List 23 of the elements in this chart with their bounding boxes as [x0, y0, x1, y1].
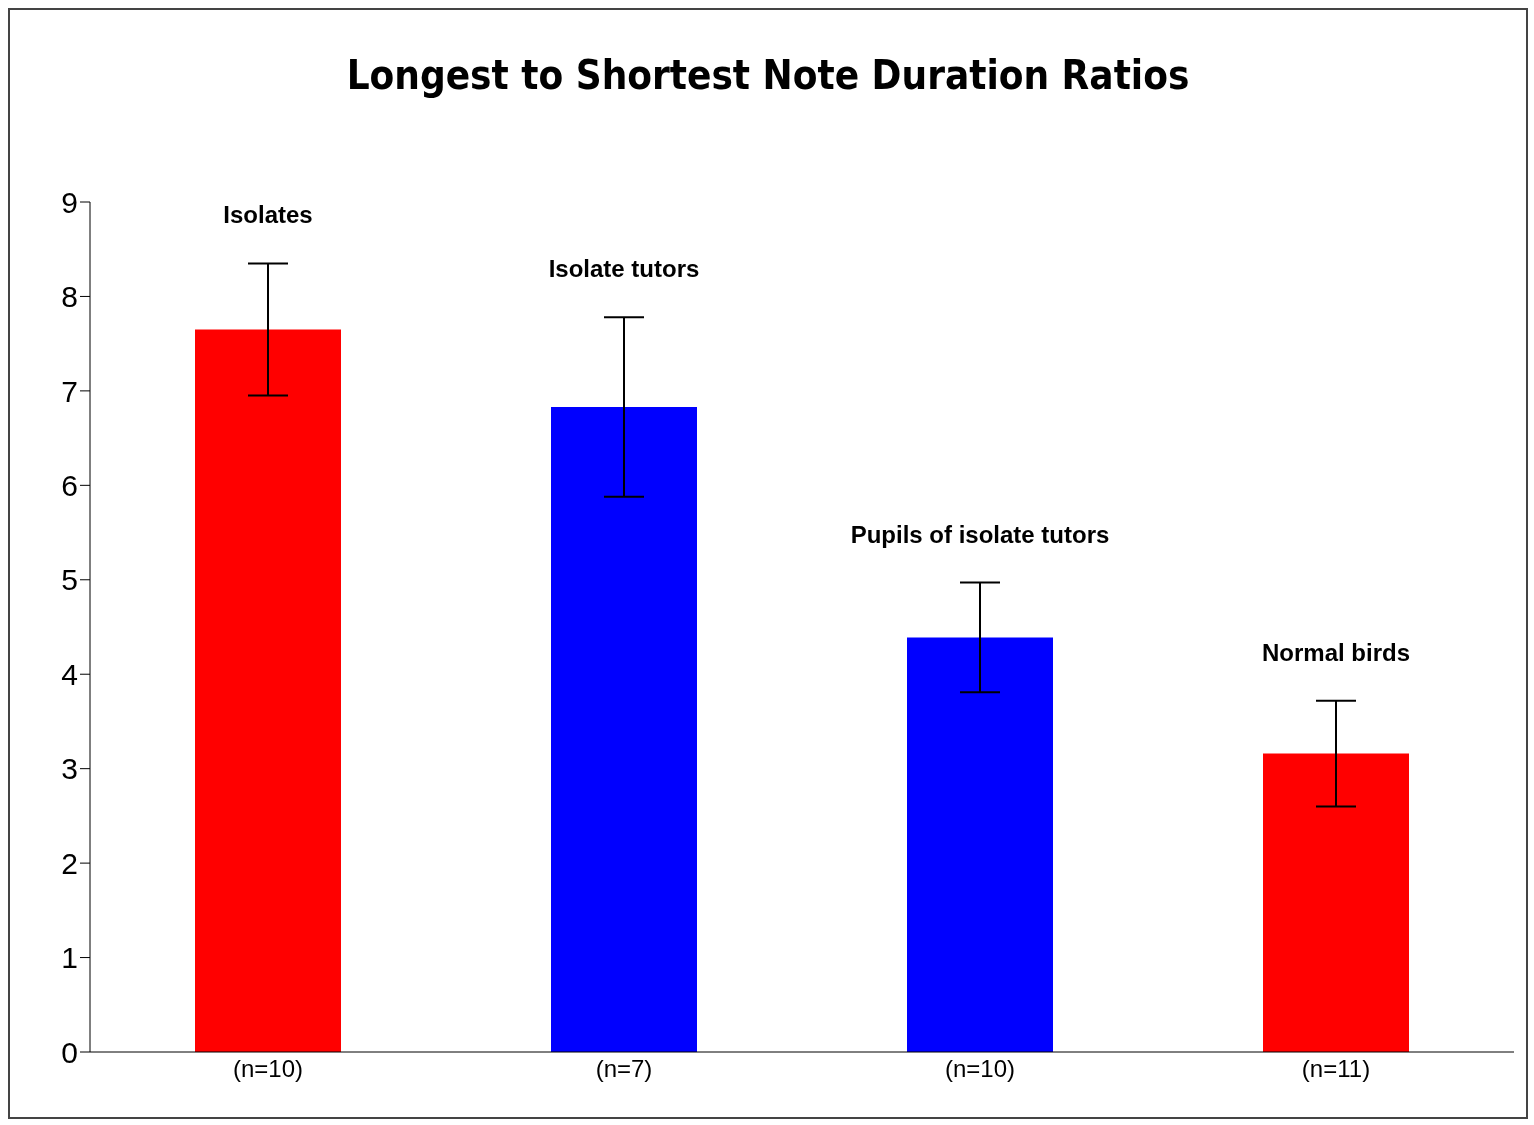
annotation: Normal birds: [1261, 638, 1411, 666]
y-tick-label: 9: [61, 185, 78, 219]
annotation: Pupils of isolate tutors: [850, 520, 1110, 548]
y-tick-label: 8: [61, 280, 78, 314]
y-tick-label: 2: [61, 846, 78, 880]
bar: [907, 637, 1053, 1052]
y-tick-label: 3: [61, 752, 78, 786]
y-tick-label: 4: [61, 657, 78, 691]
y-tick-label: 1: [61, 941, 78, 975]
x-tick-label: (n=11): [1301, 1055, 1371, 1083]
annotation: Isolate tutors: [548, 255, 700, 283]
annotation: Isolates: [223, 201, 313, 229]
x-tick-label: (n=7): [595, 1055, 653, 1083]
y-tick-label: 5: [61, 563, 78, 597]
y-tick-label: 7: [61, 374, 78, 408]
x-tick-label: (n=10): [944, 1055, 1016, 1083]
chart-title: Longest to Shortest Note Duration Ratios: [345, 52, 1191, 100]
y-tick-label: 6: [61, 468, 78, 502]
bar: [195, 329, 341, 1052]
bar: [1263, 753, 1409, 1052]
bar: [551, 406, 697, 1052]
y-tick-label: 0: [61, 1035, 78, 1069]
x-tick-label: (n=10): [232, 1055, 304, 1083]
